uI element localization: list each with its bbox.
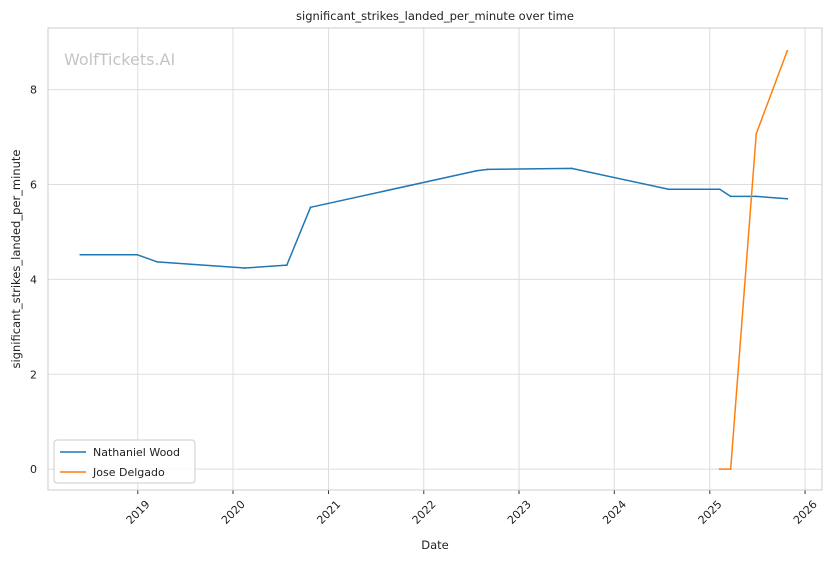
plot-area-border [47,27,823,491]
legend-box [53,439,196,484]
series-layer [79,49,789,471]
chart-title: significant_strikes_landed_per_minute ov… [296,9,574,23]
series-line-nathaniel-wood [79,167,789,269]
data-point-nathaniel-wood [718,188,721,191]
y-tick-label: 4 [30,273,37,286]
data-point-nathaniel-wood [136,253,138,256]
data-point-jose-delgado [729,468,732,471]
data-point-nathaniel-wood [570,167,573,170]
data-point-nathaniel-wood [285,264,288,267]
x-axis-label: Date [421,538,449,552]
data-point-jose-delgado [786,49,789,52]
watermark: WolfTickets.AI [64,50,175,69]
data-point-nathaniel-wood [309,206,312,209]
data-point-nathaniel-wood [486,168,489,171]
legend-label-jose-delgado: Jose Delgado [92,466,165,479]
data-point-nathaniel-wood [755,195,758,198]
y-tick-label: 2 [30,368,37,381]
series-line-jose-delgado [718,50,789,470]
y-axis-label: significant_strikes_landed_per_minute [9,150,23,369]
grid [48,28,822,494]
data-point-jose-delgado [718,468,721,471]
data-point-nathaniel-wood [729,195,732,198]
data-point-nathaniel-wood [243,267,246,269]
y-tick-labels: 0 2 4 6 8 [30,84,37,476]
data-point-nathaniel-wood [156,260,158,263]
y-tick-label: 8 [30,84,37,97]
legend: Nathaniel Wood Jose Delgado [53,439,196,484]
legend-label-nathaniel-wood: Nathaniel Wood [93,446,180,459]
data-point-jose-delgado [755,132,758,135]
y-tick-label: 6 [30,179,37,192]
data-point-nathaniel-wood [475,169,478,172]
y-tick-label: 0 [30,463,37,476]
data-point-nathaniel-wood [786,197,789,200]
data-point-nathaniel-wood [79,253,82,256]
data-point-nathaniel-wood [667,188,670,191]
